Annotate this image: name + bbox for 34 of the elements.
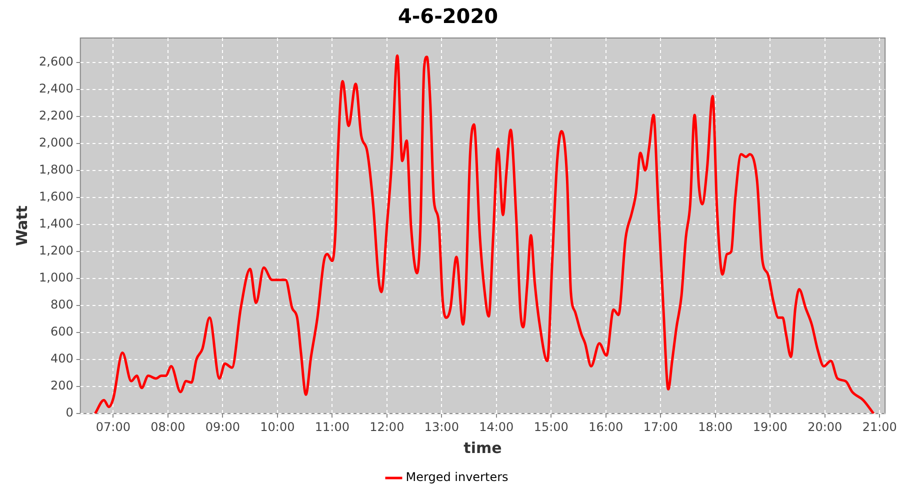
x-tick-label: 21:00 [862,420,897,434]
y-tick-label: 200 [50,378,74,393]
x-tick-label: 08:00 [150,420,186,434]
y-axis-title: Watt [12,206,31,246]
x-tick-label: 11:00 [314,420,350,434]
y-tick-label: 0 [66,406,74,420]
x-tick-label: 07:00 [96,420,130,434]
y-tick-label: 2,000 [38,136,74,150]
y-tick-label: 1,000 [38,270,74,285]
y-tick-label: 1,600 [38,190,74,204]
x-tick-label: 14:00 [479,420,514,434]
y-tick-label: 1,800 [38,162,74,177]
x-tick-label: 13:00 [424,420,459,434]
y-tick-label: 2,600 [38,54,74,68]
x-tick-label: 17:00 [643,420,678,434]
x-axis-title: time [464,438,502,457]
x-tick-label: 18:00 [698,420,733,434]
x-tick-label: 20:00 [808,420,842,434]
x-tick-label: 19:00 [752,420,788,434]
x-tick-label: 12:00 [370,420,404,434]
y-tick-label: 2,400 [38,81,74,96]
y-tick-label: 1,400 [38,216,74,231]
x-tick-label: 15:00 [534,420,568,434]
x-tick-label: 10:00 [260,420,295,434]
y-tick-label: 1,200 [38,244,74,258]
y-tick-label: 2,200 [38,108,74,122]
y-tick-label: 600 [50,324,74,339]
x-tick-label: 16:00 [588,420,624,434]
line-series [94,54,875,414]
y-tick-label: 400 [50,352,74,366]
x-tick-label: 09:00 [205,420,240,434]
legend-label: Merged inverters [406,470,508,484]
chart-title: 4-6-2020 [398,4,498,28]
y-tick-label: 800 [50,298,74,312]
